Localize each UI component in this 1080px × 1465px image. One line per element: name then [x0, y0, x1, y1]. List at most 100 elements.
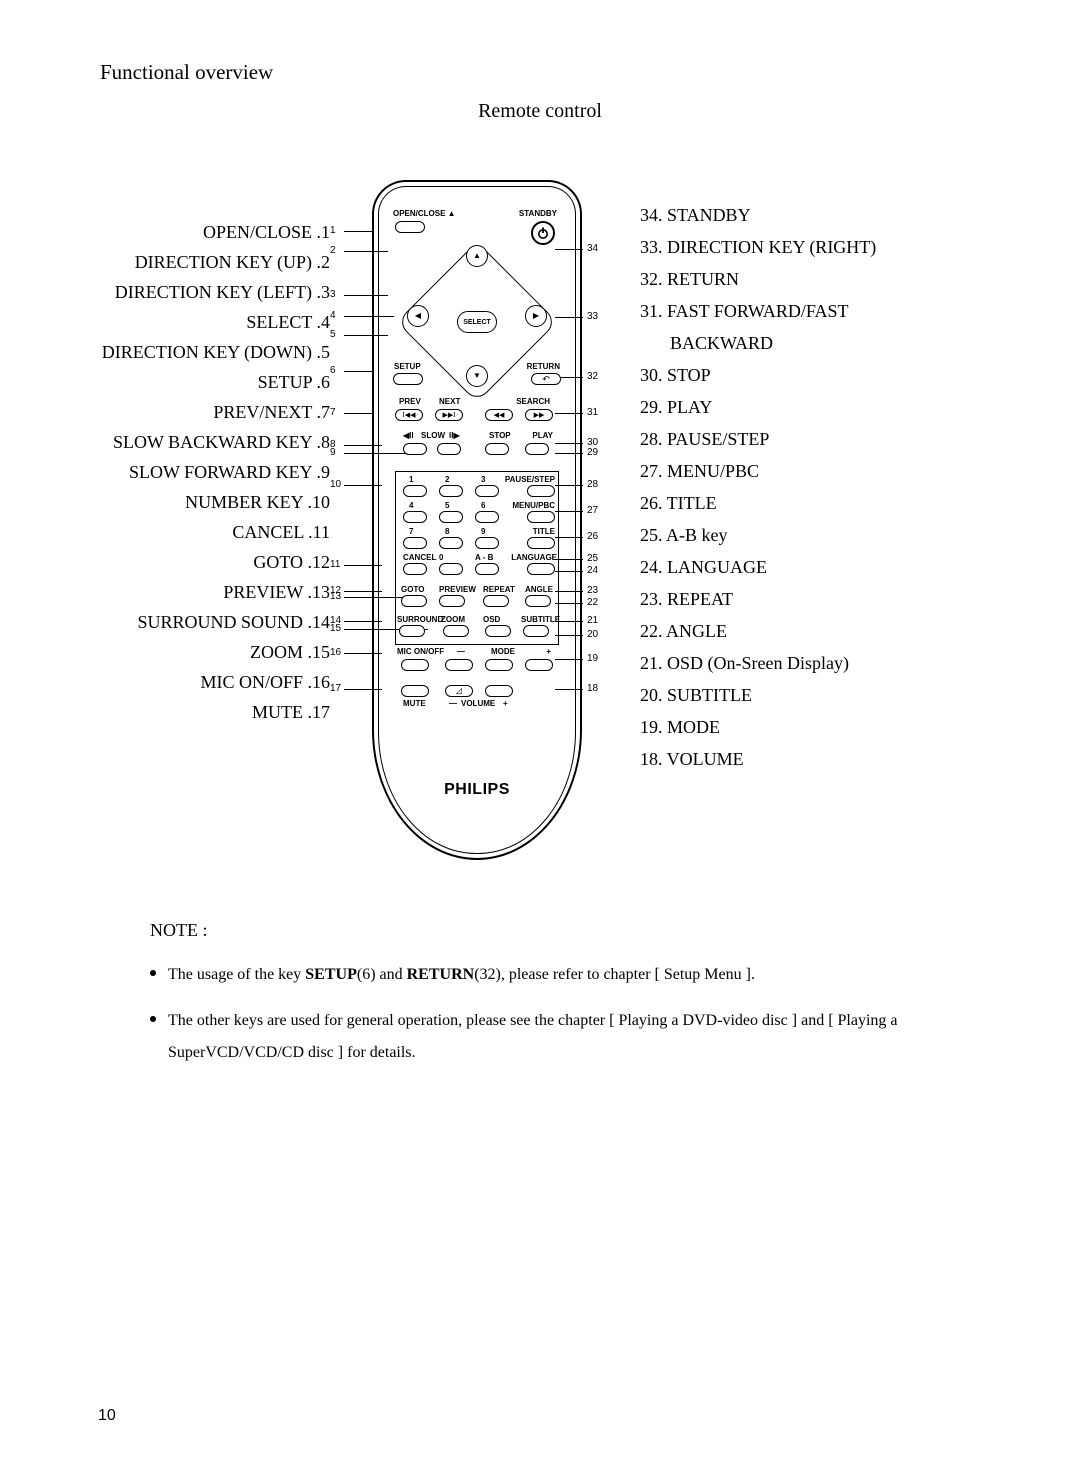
mute-label: MUTE	[403, 699, 426, 708]
notes-heading: NOTE :	[150, 920, 970, 941]
num-label-4: 4	[409, 501, 413, 510]
left-label-13: PREVIEW .13	[223, 583, 330, 601]
right-label-34: 34. STANDBY	[640, 206, 751, 224]
right-label-29: 29. PLAY	[640, 398, 712, 416]
left-label-11: CANCEL .11	[232, 523, 330, 541]
num-label-1: 1	[409, 475, 413, 484]
right-label-20: 20. SUBTITLE	[640, 686, 752, 704]
right-label-22: 22. ANGLE	[640, 622, 727, 640]
volume-down-button[interactable]: ◿	[445, 685, 473, 697]
num-label-9: 9	[481, 527, 485, 536]
note-item-2: The other keys are used for general oper…	[150, 1005, 970, 1069]
right-label-31: 31. FAST FORWARD/FAST	[640, 302, 849, 320]
page-title: Functional overview	[100, 60, 273, 85]
minus-button[interactable]	[445, 659, 473, 671]
num-button-1[interactable]	[403, 485, 427, 497]
stop-label: STOP	[489, 431, 511, 440]
subtitle-button[interactable]	[523, 625, 549, 637]
num-label-8: 8	[445, 527, 449, 536]
direction-up-button[interactable]: ▲	[466, 245, 488, 267]
direction-right-button[interactable]: ▶	[525, 305, 547, 327]
num-label-6: 6	[481, 501, 485, 510]
power-icon	[536, 226, 550, 240]
right-label-30: 30. STOP	[640, 366, 711, 384]
volume-up-button[interactable]	[485, 685, 513, 697]
menu-pbc-button[interactable]	[527, 511, 555, 523]
ab-button[interactable]	[475, 563, 499, 575]
slow-forward-button[interactable]	[437, 443, 461, 455]
stop-button[interactable]	[485, 443, 509, 455]
return-button[interactable]: ↶	[531, 373, 561, 385]
subtitle-label: SUBTITLE	[521, 615, 560, 624]
language-button[interactable]	[527, 563, 555, 575]
mute-button[interactable]	[401, 685, 429, 697]
fast-backward-button[interactable]: ◀◀	[485, 409, 513, 421]
direction-down-button[interactable]: ▼	[466, 365, 488, 387]
prev-label: PREV	[399, 397, 421, 406]
prev-button[interactable]: I◀◀	[395, 409, 423, 421]
repeat-label: REPEAT	[483, 585, 515, 594]
pause-step-button[interactable]	[527, 485, 555, 497]
note-item-1: The usage of the key SETUP(6) and RETURN…	[150, 959, 970, 991]
volume-minus-sign: —	[449, 699, 457, 708]
num-button-4[interactable]	[403, 511, 427, 523]
fast-forward-button[interactable]: ▶▶	[525, 409, 553, 421]
standby-label: STANDBY	[519, 209, 557, 218]
remote-control: OPEN/CLOSE ▲ STANDBY ▲ ▼ ◀ ▶ SELECT SETU…	[372, 180, 582, 860]
zoom-button[interactable]	[443, 625, 469, 637]
slow-left-label: ◀II	[403, 431, 414, 440]
zoom-label: ZOOM	[441, 615, 465, 624]
next-button[interactable]: ▶▶I	[435, 409, 463, 421]
surround-button[interactable]	[399, 625, 425, 637]
num-button-9[interactable]	[475, 537, 499, 549]
left-label-14: SURROUND SOUND .14	[137, 613, 330, 631]
right-label-26: 26. TITLE	[640, 494, 717, 512]
num-button-6[interactable]	[475, 511, 499, 523]
left-label-7: PREV/NEXT .7	[213, 403, 330, 421]
num-button-5[interactable]	[439, 511, 463, 523]
setup-button[interactable]	[393, 373, 423, 385]
right-label-33: 33. DIRECTION KEY (RIGHT)	[640, 238, 876, 256]
mic-label: MIC ON/OFF	[397, 647, 444, 656]
mic-onoff-button[interactable]	[401, 659, 429, 671]
select-button[interactable]: SELECT	[457, 311, 497, 333]
num-0-button[interactable]	[439, 563, 463, 575]
plus-button[interactable]	[525, 659, 553, 671]
num-button-3[interactable]	[475, 485, 499, 497]
play-button[interactable]	[525, 443, 549, 455]
right-label-24: 24. LANGUAGE	[640, 558, 767, 576]
preview-button[interactable]	[439, 595, 465, 607]
remote-inner-border: OPEN/CLOSE ▲ STANDBY ▲ ▼ ◀ ▶ SELECT SETU…	[378, 186, 576, 854]
open-close-label: OPEN/CLOSE ▲	[393, 209, 456, 218]
page-subtitle: Remote control	[0, 100, 1080, 123]
direction-left-button[interactable]: ◀	[407, 305, 429, 327]
surround-label: SURROUND	[397, 615, 443, 624]
angle-button[interactable]	[525, 595, 551, 607]
mode-button[interactable]	[485, 659, 513, 671]
num-button-2[interactable]	[439, 485, 463, 497]
right-label-21: 21. OSD (On-Sreen Display)	[640, 654, 849, 672]
cancel-button[interactable]	[403, 563, 427, 575]
slow-backward-button[interactable]	[403, 443, 427, 455]
left-label-5: DIRECTION KEY (DOWN) .5	[102, 343, 330, 361]
left-label-6: SETUP .6	[258, 373, 330, 391]
num-label-5: 5	[445, 501, 449, 510]
next-label: NEXT	[439, 397, 460, 406]
osd-button[interactable]	[485, 625, 511, 637]
open-close-button[interactable]	[395, 221, 425, 233]
goto-button[interactable]	[401, 595, 427, 607]
left-label-3: DIRECTION KEY (LEFT) .3	[115, 283, 330, 301]
standby-button[interactable]	[531, 221, 555, 245]
num-button-8[interactable]	[439, 537, 463, 549]
preview-label: PREVIEW	[439, 585, 476, 594]
repeat-button[interactable]	[483, 595, 509, 607]
plus-label: +	[546, 647, 551, 656]
right-label-19: 19. MODE	[640, 718, 720, 736]
title-button[interactable]	[527, 537, 555, 549]
num-button-7[interactable]	[403, 537, 427, 549]
return-label: RETURN	[526, 362, 561, 371]
volume-plus-sign: +	[503, 699, 508, 708]
slow-right-label: II▶	[449, 431, 460, 440]
left-label-1: OPEN/CLOSE .1	[203, 223, 330, 241]
num-0-label: 0	[439, 553, 443, 562]
